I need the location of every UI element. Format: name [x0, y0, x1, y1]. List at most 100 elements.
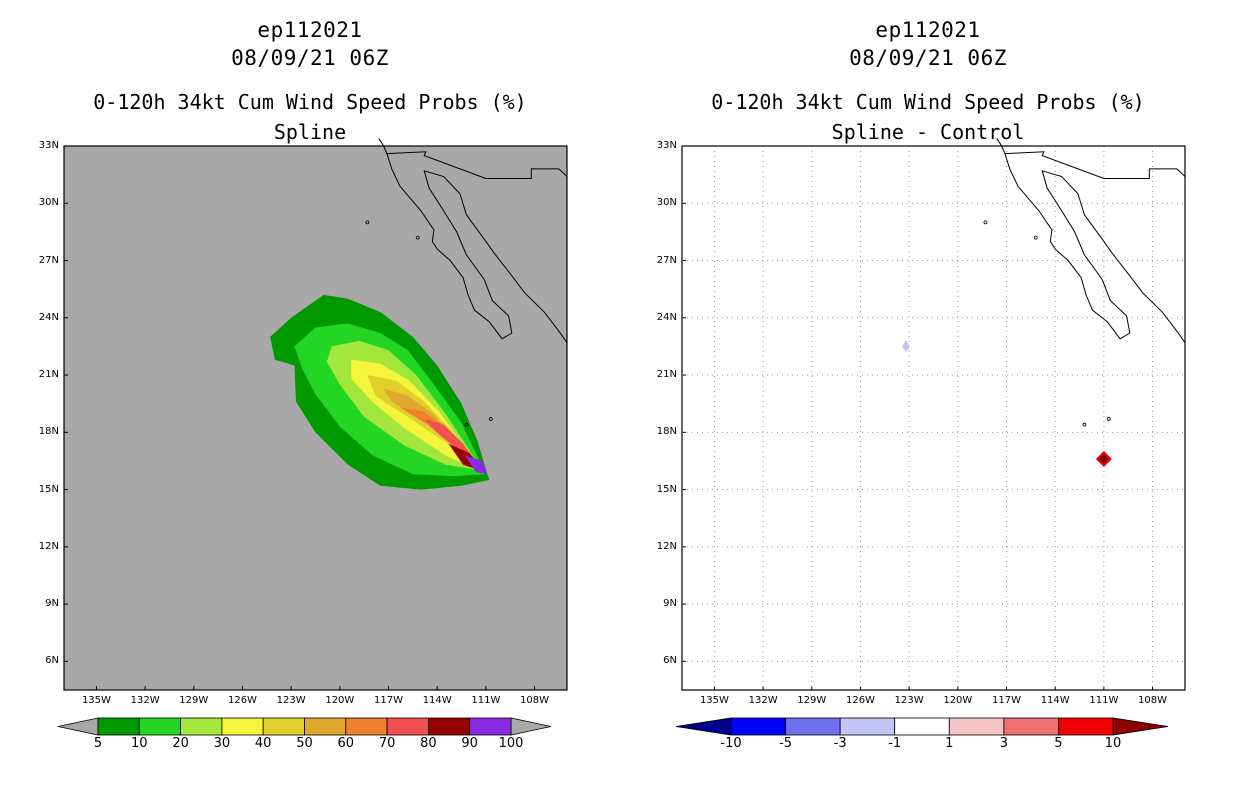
left-colorbar-label: 10	[131, 736, 148, 751]
right-colorbar-label: 10	[1104, 736, 1122, 751]
left-lat-label: 6N	[45, 655, 59, 667]
us-mexico-border	[1004, 151, 1186, 179]
left-colorbar	[57, 717, 552, 736]
left-lat-label: 21N	[38, 369, 59, 381]
colorbar-arrow-high	[510, 717, 552, 736]
left-lat-label: 27N	[38, 254, 59, 266]
right-colorbar	[675, 717, 1169, 736]
right-lon-label: 108W	[1138, 695, 1168, 706]
colorbar-swatch	[1003, 717, 1059, 736]
right-lon-label: 135W	[699, 695, 729, 706]
colorbar-swatch	[948, 717, 1005, 736]
right-colorbar-label: -5	[779, 736, 793, 751]
left-colorbar-label: 100	[498, 736, 524, 751]
right-lat-label: 21N	[656, 369, 677, 381]
right-colorbar-label: 3	[999, 736, 1008, 751]
left-chart-subtitle: Spline	[273, 120, 347, 144]
left-lon-label: 117W	[374, 695, 403, 706]
right-lat-label: 27N	[656, 254, 677, 266]
colorbar-swatch	[304, 717, 347, 736]
colorbar-arrow-low	[57, 717, 99, 736]
left-lat-label: 18N	[38, 426, 59, 438]
colorbar-swatch	[730, 717, 786, 736]
island	[365, 220, 370, 225]
right-plot-background	[682, 146, 1185, 690]
right-colorbar-label: 5	[1054, 736, 1063, 751]
right-lat-label: 24N	[656, 311, 677, 323]
island	[1106, 417, 1111, 421]
colorbar-swatch	[785, 717, 841, 736]
right-plot-frame	[681, 145, 1186, 691]
right-lat-label: 12N	[656, 540, 677, 552]
island	[415, 235, 420, 240]
coastline	[1004, 153, 1186, 343]
difference-spot-core	[1099, 454, 1109, 464]
left-chart-title: 0-120h 34kt Cum Wind Speed Probs (%)	[93, 90, 527, 114]
right-lat-label: 9N	[663, 598, 677, 610]
right-lon-label: 111W	[1089, 695, 1119, 706]
left-lat-label: 12N	[38, 540, 59, 552]
left-colorbar-label: 20	[172, 736, 189, 751]
right-datetime: 08/09/21 06Z	[849, 46, 1007, 70]
left-lat-label: 9N	[45, 598, 59, 610]
left-colorbar-label: 70	[378, 736, 396, 751]
left-colorbar-label: 5	[93, 736, 103, 751]
island	[488, 417, 493, 421]
right-colorbar-label: -3	[833, 736, 847, 751]
right-lat-label: 18N	[656, 426, 677, 438]
right-lon-label: 132W	[748, 695, 778, 706]
left-lon-label: 135W	[81, 695, 111, 706]
us-mexico-border	[386, 151, 568, 179]
us-coast	[996, 138, 1006, 154]
right-chart-title: 0-120h 34kt Cum Wind Speed Probs (%)	[711, 90, 1145, 114]
left-colorbar-label: 80	[420, 736, 437, 751]
island	[1082, 422, 1087, 427]
right-chart-subtitle: Spline - Control	[831, 120, 1025, 144]
colorbar-swatch	[1058, 717, 1114, 736]
left-lon-label: 120W	[325, 695, 355, 706]
left-lat-label: 15N	[38, 483, 59, 495]
left-lon-label: 129W	[179, 695, 209, 706]
colorbar-swatch	[386, 717, 429, 736]
right-lat-label: 6N	[663, 655, 677, 667]
right-lon-label: 123W	[894, 695, 924, 706]
right-lat-label: 15N	[656, 483, 677, 495]
left-storm-id: ep112021	[257, 18, 363, 42]
left-plot-frame	[63, 145, 568, 691]
colorbar-arrow-high	[1112, 717, 1169, 736]
left-lat-label: 30N	[38, 197, 59, 209]
left-coastline	[365, 138, 568, 427]
colorbar-swatch	[345, 717, 388, 736]
left-datetime: 08/09/21 06Z	[231, 46, 389, 70]
colorbar-swatch	[180, 717, 223, 736]
left-lon-label: 108W	[520, 695, 550, 706]
left-lat-label: 24N	[38, 311, 59, 323]
left-lon-label: 123W	[276, 695, 306, 706]
left-lon-label: 111W	[471, 695, 501, 706]
right-lat-label: 33N	[656, 140, 677, 151]
left-lat-label: 33N	[38, 140, 59, 151]
colorbar-arrow-low	[675, 717, 732, 736]
right-storm-id: ep112021	[875, 18, 981, 42]
right-lon-label: 126W	[845, 695, 875, 706]
right-colorbar-label: 1	[945, 736, 954, 751]
colorbar-swatch	[221, 717, 264, 736]
colorbar-swatch	[894, 717, 950, 736]
colorbar-swatch	[97, 717, 140, 736]
left-colorbar-label: 60	[337, 736, 355, 751]
right-lon-label: 114W	[1040, 695, 1070, 706]
coastline	[386, 153, 568, 343]
right-lon-label: 129W	[797, 695, 827, 706]
left-colorbar-label: 40	[254, 736, 272, 751]
colorbar-swatch	[138, 717, 182, 736]
left-colorbar-label: 90	[461, 736, 478, 751]
colorbar-swatch	[839, 717, 896, 736]
island	[464, 422, 469, 427]
left-lon-label: 114W	[422, 695, 452, 706]
probability-contours	[270, 294, 490, 490]
left-colorbar-label: 50	[296, 736, 313, 751]
difference-spot-negative	[901, 340, 910, 353]
colorbar-swatch	[427, 717, 471, 736]
island	[1033, 235, 1038, 240]
